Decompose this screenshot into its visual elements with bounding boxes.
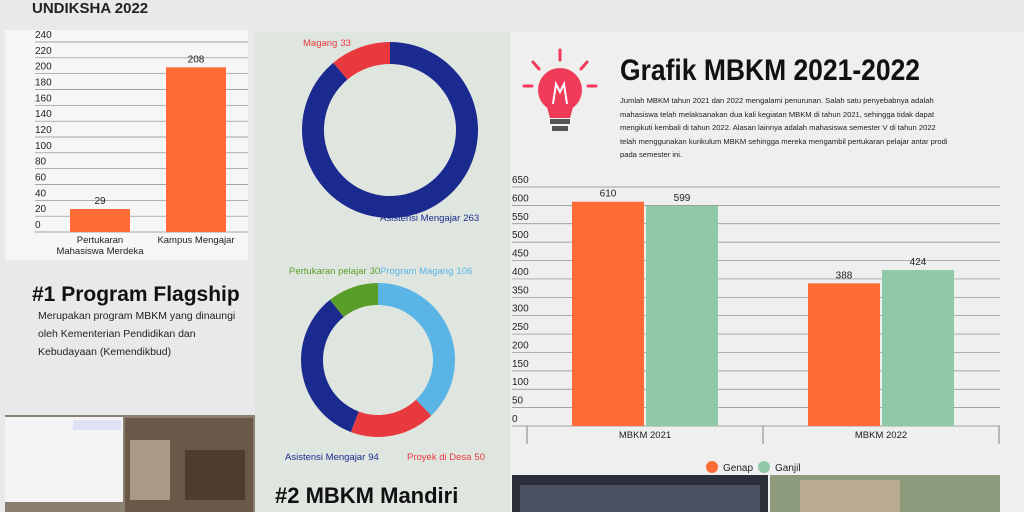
bar — [882, 270, 954, 426]
section-title: #2 MBKM Mandiri — [275, 483, 458, 508]
slice-label: Proyek di Desa 50 — [407, 452, 485, 463]
slice-value: 33 — [340, 38, 351, 49]
value-label: 599 — [674, 193, 691, 204]
y-tick-label: 400 — [512, 267, 529, 278]
slice-category: Program Magang — [380, 266, 453, 277]
x-tick-label-box: Pertukaran Mahasiswa Merdeka — [56, 235, 144, 257]
section-text: Jumlah MBKM tahun 2021 dan 2022 mengalam… — [620, 96, 948, 158]
y-tick-label: 0 — [512, 414, 518, 425]
donut-slice — [301, 299, 359, 433]
slice-value: 106 — [456, 266, 472, 277]
slice-category: Proyek di Desa — [407, 452, 472, 463]
y-tick-label: 180 — [35, 78, 52, 89]
y-tick-label: 550 — [512, 212, 529, 223]
y-tick-label: 500 — [512, 230, 529, 241]
bar — [646, 205, 718, 426]
x-tick-label: MBKM 2022 — [854, 430, 908, 441]
header-title: UNDIKSHA 2022 — [32, 0, 148, 17]
x-tick-label-box: MBKM 2021 — [618, 430, 672, 441]
legend-swatch — [706, 461, 718, 473]
y-tick-label: 60 — [35, 173, 47, 184]
slice-value: 50 — [474, 452, 485, 463]
y-tick-label: 80 — [35, 157, 47, 168]
y-tick-label: 220 — [35, 46, 52, 57]
x-tick-label-box: MBKM 2022 — [854, 430, 908, 441]
y-tick-label: 150 — [512, 359, 529, 370]
value-label: 29 — [94, 196, 106, 207]
donut-slice — [329, 283, 378, 317]
y-tick-label: 350 — [512, 285, 529, 296]
y-tick-label: 100 — [35, 141, 52, 152]
y-tick-label: 240 — [35, 30, 52, 41]
slice-label: Magang 33 — [303, 38, 351, 49]
y-tick-label: 650 — [512, 175, 529, 186]
slice-category: Asistensi Mengajar — [380, 213, 460, 224]
donut-slice — [378, 283, 455, 416]
section-title: #1 Program Flagship — [32, 283, 240, 306]
legend-swatch — [758, 461, 770, 473]
y-tick-label: 50 — [512, 396, 524, 407]
section-text-box: Jumlah MBKM tahun 2021 dan 2022 mengalam… — [620, 96, 948, 158]
y-tick-label: 0 — [35, 220, 41, 231]
section-text: Merupakan program MBKM yang dinaungi ole… — [38, 310, 236, 358]
photo — [5, 415, 255, 512]
value-label: 610 — [600, 189, 617, 200]
x-tick-label: Kampus Mengajar — [157, 235, 235, 246]
slice-category: Asistensi Mengajar — [285, 452, 365, 463]
slice-value: 30 — [370, 266, 381, 277]
y-tick-label: 600 — [512, 193, 529, 204]
bar — [70, 209, 130, 232]
y-tick-label: 100 — [512, 377, 529, 388]
slice-label: Program Magang 106 — [380, 266, 472, 277]
donut-slice — [333, 42, 390, 80]
slice-value: 263 — [463, 213, 479, 224]
legend-label: Ganjil — [775, 463, 801, 474]
value-label: 424 — [910, 257, 927, 268]
legend-label: Genap — [723, 463, 753, 474]
x-tick-label: MBKM 2021 — [618, 430, 672, 441]
bar — [808, 283, 880, 426]
bar — [572, 201, 644, 426]
section-text-box: Merupakan program MBKM yang dinaungi ole… — [38, 310, 236, 358]
y-tick-label: 450 — [512, 249, 529, 260]
y-tick-label: 200 — [35, 62, 52, 73]
section-title: Grafik MBKM 2021-2022 — [620, 54, 920, 87]
photo — [512, 475, 1000, 512]
slice-category: Pertukaran pelajar — [289, 266, 367, 277]
x-tick-label: Pertukaran Mahasiswa Merdeka — [56, 235, 144, 257]
slice-label: Pertukaran pelajar 30 — [289, 266, 380, 277]
y-tick-label: 120 — [35, 125, 52, 136]
value-label: 388 — [836, 270, 853, 281]
x-tick-label-box: Kampus Mengajar — [157, 235, 235, 246]
slice-category: Magang — [303, 38, 337, 49]
slice-label: Asistensi Mengajar 263 — [380, 213, 479, 224]
y-tick-label: 20 — [35, 204, 47, 215]
y-tick-label: 160 — [35, 93, 52, 104]
donut-slice — [350, 399, 432, 437]
bar — [166, 67, 226, 232]
y-tick-label: 200 — [512, 340, 529, 351]
y-tick-label: 140 — [35, 109, 52, 120]
y-tick-label: 300 — [512, 304, 529, 315]
value-label: 208 — [188, 54, 205, 65]
slice-label: Asistensi Mengajar 94 — [285, 452, 379, 463]
slice-value: 94 — [368, 452, 379, 463]
y-tick-label: 250 — [512, 322, 529, 333]
y-tick-label: 40 — [35, 188, 47, 199]
bulb-icon — [522, 48, 598, 131]
